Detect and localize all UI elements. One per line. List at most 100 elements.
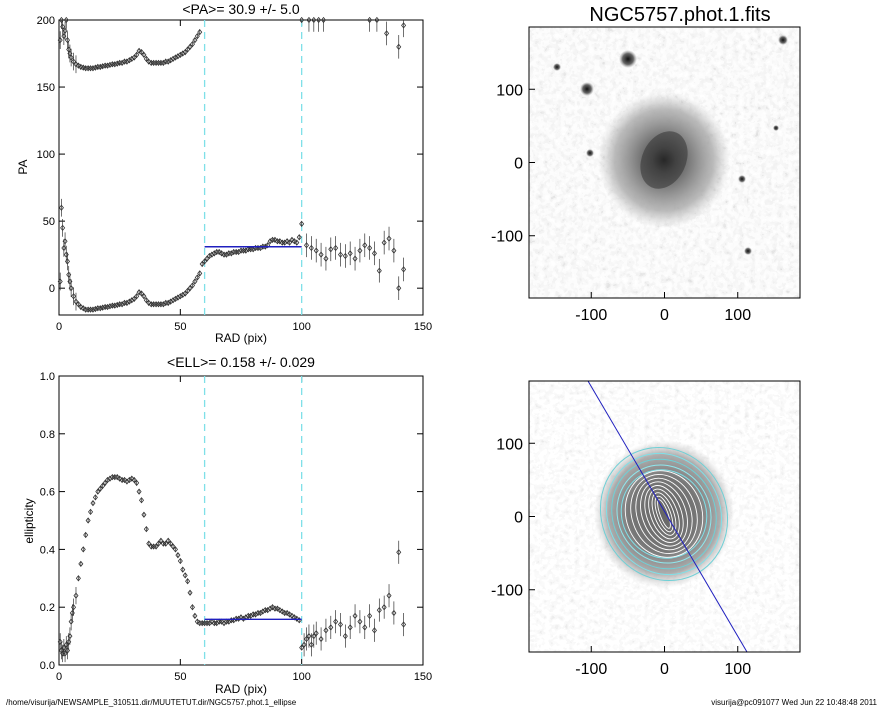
pa-y-tick-label: 50 xyxy=(43,216,55,228)
pa-plot-frame xyxy=(58,19,424,316)
pa-data-point xyxy=(57,278,63,285)
ell-data-point xyxy=(165,537,171,544)
star xyxy=(580,82,594,96)
galaxy-image-x-tick-label: 0 xyxy=(660,307,669,324)
ell-data-point xyxy=(80,546,86,553)
pa-data-point xyxy=(189,282,195,289)
pa-data-point xyxy=(64,258,71,265)
ell-data-point xyxy=(308,641,314,648)
pa-data-point xyxy=(320,16,327,24)
ell-data-point xyxy=(182,572,188,579)
pa-data-point xyxy=(136,47,142,54)
pa-data-point xyxy=(313,247,319,254)
ell-y-tick-label: 0.8 xyxy=(40,429,55,441)
galaxy-image-x-tick-label: -100 xyxy=(575,307,607,324)
ell-data-point xyxy=(189,604,195,611)
ell-data-point xyxy=(192,612,198,620)
pa-data-point xyxy=(219,250,225,257)
pa-data-point xyxy=(401,266,407,273)
pa-data-point xyxy=(97,305,103,312)
star xyxy=(778,35,788,45)
ell-data-point xyxy=(219,618,225,625)
pa-data-point xyxy=(289,236,295,244)
pa-data-point xyxy=(97,63,103,71)
ellipticity-plot-frame xyxy=(58,375,424,666)
galaxy-image-y-tick-label: 100 xyxy=(496,82,523,99)
pa-data-point xyxy=(187,43,193,50)
ell-data-point xyxy=(357,618,363,625)
pa-data-point xyxy=(381,239,387,246)
pa-data-point xyxy=(197,270,203,277)
pa-data-point xyxy=(352,255,358,262)
ell-data-point xyxy=(141,511,147,518)
pa-data-point xyxy=(143,297,149,304)
pa-data-point xyxy=(131,54,137,61)
galaxy-image-title: NGC5757.phot.1.fits xyxy=(589,4,770,26)
ell-data-point xyxy=(287,611,293,618)
pa-data-point xyxy=(131,295,137,303)
isophote-contour xyxy=(648,488,680,540)
pa-data-point xyxy=(78,303,84,311)
pa-data-point xyxy=(112,302,118,309)
pa-data-point xyxy=(396,43,402,50)
pa-data-point xyxy=(114,301,120,309)
ell-data-point xyxy=(95,488,101,495)
pa-data-point xyxy=(73,61,79,68)
ell-data-point xyxy=(73,592,79,599)
pa-data-point xyxy=(323,255,329,262)
ell-x-tick-label: 0 xyxy=(56,671,62,683)
pa-data-point xyxy=(284,238,290,245)
pa-data-point xyxy=(318,251,324,258)
pa-plot-title: <PA>= 30.9 +/- 5.0 xyxy=(182,1,299,17)
pa-data-point xyxy=(333,244,339,252)
pa-data-point xyxy=(80,305,86,312)
galaxy-bar xyxy=(640,131,688,189)
pa-data-point xyxy=(306,16,312,24)
ell-data-point xyxy=(67,632,73,640)
pa-x-tick-label: 150 xyxy=(414,321,432,333)
pa-data-point xyxy=(105,303,111,311)
pa-data-point xyxy=(294,239,300,246)
ell-data-point xyxy=(90,500,96,507)
pa-data-point xyxy=(311,16,317,24)
pa-data-point xyxy=(138,49,145,56)
ell-data-point xyxy=(391,609,397,617)
pa-data-point xyxy=(189,40,195,48)
ell-data-point xyxy=(102,479,108,487)
isophote-contour xyxy=(611,458,717,570)
pa-data-point xyxy=(304,242,310,249)
ell-y-tick-label: 0.0 xyxy=(40,660,55,672)
pa-data-point xyxy=(100,63,106,70)
pa-data-point xyxy=(68,285,74,292)
pa-data-point xyxy=(291,238,297,245)
pa-data-point xyxy=(371,250,377,257)
isophote-contour xyxy=(640,481,688,547)
pa-data-point xyxy=(57,36,63,44)
pa-data-point xyxy=(100,304,106,311)
ell-data-point xyxy=(131,476,137,484)
pa-data-point xyxy=(71,293,77,300)
pa-data-point xyxy=(146,58,152,65)
ell-data-point xyxy=(143,526,149,533)
ell-data-point xyxy=(376,606,382,614)
star xyxy=(744,247,752,255)
ell-data-point xyxy=(352,612,358,620)
pa-data-point xyxy=(277,238,283,245)
galaxy-image: NGC5757.phot.1.fits -100 0 100 -100 0 100 xyxy=(491,4,801,324)
ell-y-tick-label: 0.6 xyxy=(40,487,55,499)
contour-image-y-tick-label: 0 xyxy=(514,510,523,527)
pa-data-point xyxy=(105,62,111,69)
contour-image-x-tick-label: -100 xyxy=(575,661,607,678)
ell-data-point xyxy=(294,615,300,622)
pa-x-tick-label: 100 xyxy=(292,321,310,333)
pa-data-point xyxy=(362,242,368,249)
ell-data-point xyxy=(318,635,324,643)
ell-data-point xyxy=(57,638,63,646)
pa-data-point xyxy=(141,293,147,300)
ell-data-point xyxy=(155,540,162,547)
star xyxy=(738,175,746,183)
pa-data-point xyxy=(90,65,96,72)
ellipticity-y-axis-label: ellipticity xyxy=(22,498,36,543)
ell-data-point xyxy=(209,618,215,625)
pa-data-point xyxy=(138,290,145,297)
